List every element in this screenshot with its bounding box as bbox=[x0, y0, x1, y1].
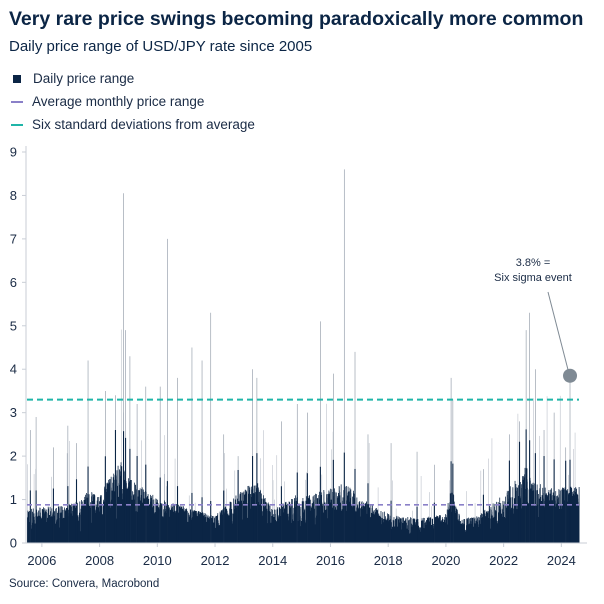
x-tick-label: 2024 bbox=[547, 553, 576, 568]
x-tick-label: 2010 bbox=[143, 553, 172, 568]
x-tick-label: 2006 bbox=[27, 553, 56, 568]
legend-label: Six standard deviations from average bbox=[32, 117, 255, 132]
y-tick-label: 0 bbox=[10, 536, 17, 551]
x-tick-label: 2020 bbox=[431, 553, 460, 568]
y-tick-label: 9 bbox=[10, 145, 17, 160]
reference-lines bbox=[27, 398, 579, 506]
axes: 0 1 2 3 4 5 6 7 8 9 2006 2008 2010 2012 2014 2016 2018 20… bbox=[10, 145, 587, 568]
annotation-line-2: Six sigma event bbox=[494, 272, 572, 284]
y-tick-label: 5 bbox=[10, 318, 17, 333]
x-tick-label: 2014 bbox=[258, 553, 287, 568]
source-note: Source: Convera, Macrobond bbox=[9, 578, 160, 590]
y-tick-label: 1 bbox=[10, 492, 17, 507]
chart-title: Very rare price swings becoming paradoxi… bbox=[9, 8, 584, 30]
y-tick-label: 8 bbox=[10, 188, 17, 203]
x-tick-label: 2022 bbox=[489, 553, 518, 568]
legend-item-average-monthly-range: Average monthly price range bbox=[11, 94, 204, 109]
six-sigma-marker bbox=[563, 368, 578, 383]
y-tick-label: 2 bbox=[10, 449, 17, 464]
daily-price-bars bbox=[27, 169, 580, 543]
x-tick-label: 2008 bbox=[85, 553, 114, 568]
daily-range-bars bbox=[27, 462, 580, 543]
x-tick-label: 2016 bbox=[316, 553, 345, 568]
y-tick-label: 4 bbox=[10, 362, 17, 377]
annotation-line-1: 3.8% = bbox=[516, 257, 551, 269]
legend-label: Average monthly price range bbox=[32, 94, 205, 109]
chart-subtitle: Daily price range of USD/JPY rate since … bbox=[9, 38, 313, 55]
legend-item-daily-price-range: Daily price range bbox=[11, 71, 134, 86]
y-tick-label: 7 bbox=[10, 231, 17, 246]
y-tick-label: 3 bbox=[10, 405, 17, 420]
y-tick-label: 6 bbox=[10, 275, 17, 290]
legend-swatch-dash-purple bbox=[11, 100, 23, 103]
x-tick-label: 2018 bbox=[374, 553, 403, 568]
x-tick-label: 2012 bbox=[201, 553, 230, 568]
annotation-leader-line bbox=[547, 291, 569, 370]
legend-label: Daily price range bbox=[33, 71, 135, 86]
legend-swatch-dash-teal bbox=[11, 123, 23, 126]
legend-item-six-std-dev: Six standard deviations from average bbox=[11, 117, 255, 132]
legend-swatch-square bbox=[13, 74, 21, 83]
six-sigma-annotation: 3.8% = Six sigma event bbox=[494, 257, 578, 383]
